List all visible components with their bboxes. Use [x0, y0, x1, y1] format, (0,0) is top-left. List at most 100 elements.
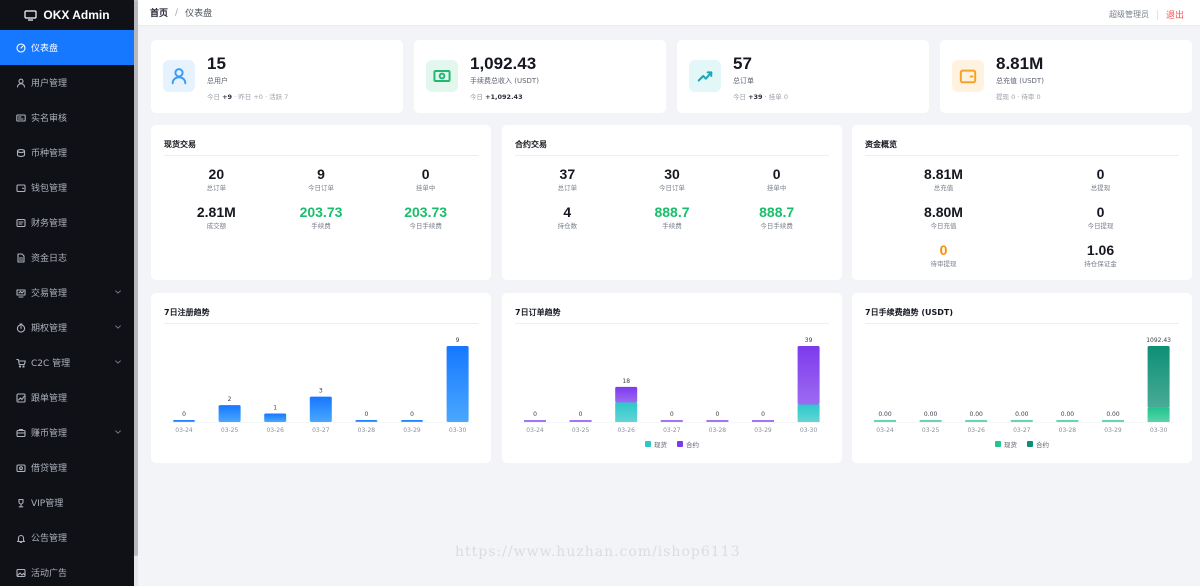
divider — [164, 155, 478, 156]
data-label: 0.00 — [924, 411, 938, 418]
sidebar-menu: 仪表盘用户管理实名审核币种管理钱包管理 财务管理 资金日志交易管理期权管理 C2C 管… — [0, 30, 134, 586]
sidebar-item-7[interactable]: 资金日志 — [0, 240, 134, 275]
sidebar-item-13[interactable]: 借贷管理 — [0, 450, 134, 485]
legend-label[interactable]: 现货 — [1004, 440, 1018, 449]
sidebar-item-9[interactable]: 期权管理 — [0, 310, 134, 345]
sidebar-item-11[interactable]: 跟单管理 — [0, 380, 134, 415]
bar-segment-合约[interactable] — [797, 346, 820, 405]
legend-swatch[interactable] — [677, 441, 683, 447]
sidebar-item-5[interactable]: 钱包管理 — [0, 170, 134, 205]
stat-label: 手续费总收入 (USDT) — [470, 77, 539, 85]
bar-empty[interactable] — [569, 420, 592, 422]
coins-icon — [16, 148, 26, 158]
metric-label: 总订单 — [206, 184, 227, 192]
funds-overview-panel: 资金概览 8.81M 总充值 0 总提现 8.80M 今日充值 0 今日提现 0 待审提现 1.06… — [852, 125, 1192, 280]
bar-segment-合约[interactable] — [615, 386, 638, 403]
stat-sub-text: 今日 — [207, 93, 223, 101]
bar-empty[interactable] — [524, 420, 546, 422]
stat-sub: 今日 +9 · 昨日 +0 · 活跃 7 — [207, 91, 288, 101]
x-tick-label: 03-30 — [1150, 427, 1168, 434]
sidebar-item-16[interactable]: 活动广告 — [0, 555, 134, 586]
legend-swatch[interactable] — [645, 441, 651, 447]
metric-value: 203.73 — [299, 204, 343, 220]
bar-empty[interactable] — [1102, 420, 1124, 422]
sidebar-item-label: 实名审核 — [31, 114, 68, 124]
breadcrumb-home[interactable]: 首页 — [150, 9, 169, 19]
legend-label[interactable]: 合约 — [1036, 440, 1049, 449]
bar[interactable] — [264, 413, 287, 422]
sidebar-item-3[interactable]: 实名审核 — [0, 100, 134, 135]
sidebar-item-1[interactable]: 仪表盘 — [0, 30, 134, 65]
sidebar-item-2[interactable]: 用户管理 — [0, 65, 134, 100]
trend-icon — [689, 60, 721, 92]
user-icon — [16, 78, 26, 88]
metric-value: 0 — [421, 166, 430, 182]
sidebar-item-10[interactable]: C2C 管理 — [0, 345, 134, 380]
bar-segment-合约[interactable] — [1147, 346, 1170, 408]
app-brand[interactable]: OKX Admin — [0, 0, 134, 30]
bar-empty[interactable] — [919, 420, 942, 422]
metric-2: 0 总提现 — [1022, 166, 1179, 194]
bar[interactable] — [355, 420, 378, 422]
bar[interactable] — [173, 420, 195, 422]
bar-empty[interactable] — [660, 420, 683, 422]
stat-card-1: 15 总用户 今日 +9 · 昨日 +0 · 活跃 7 — [151, 40, 403, 113]
chevron-down-icon[interactable] — [114, 288, 122, 296]
bar-empty[interactable] — [965, 420, 988, 422]
trade-icon — [16, 288, 26, 298]
dashboard-icon — [16, 42, 26, 53]
data-label: 39 — [805, 337, 813, 344]
x-tick-label: 03-28 — [358, 427, 376, 434]
metric-value: 0 — [772, 166, 781, 182]
sidebar-item-14[interactable]: VIP管理 — [0, 485, 134, 520]
legend-label[interactable]: 合约 — [686, 440, 699, 449]
legend-swatch[interactable] — [995, 441, 1001, 447]
earn-icon — [16, 428, 26, 438]
sidebar-item-12[interactable]: 赚币管理 — [0, 415, 134, 450]
stat-label: 总充值 (USDT) — [996, 77, 1044, 85]
bar-empty[interactable] — [706, 420, 729, 422]
user-name[interactable]: 超级管理员 — [1108, 10, 1149, 19]
sidebar-item-label: 交易管理 — [31, 289, 68, 299]
panel-title: 资金概览 — [865, 140, 897, 149]
metric-5: 888.7 手续费 — [620, 204, 725, 232]
chevron-down-icon[interactable] — [114, 358, 122, 366]
sidebar-item-label: 仪表盘 — [31, 44, 59, 54]
metric-3: 0 挂单中 — [373, 166, 478, 194]
metric-5: 0 待审提现 — [865, 242, 1022, 270]
sidebar-item-15[interactable]: 公告管理 — [0, 520, 134, 555]
data-label: 3 — [319, 388, 323, 395]
bar-segment-现货[interactable] — [1147, 407, 1170, 422]
bar[interactable] — [401, 420, 423, 422]
legend-label[interactable]: 现货 — [654, 440, 668, 449]
timer-icon — [16, 322, 26, 333]
bar-empty[interactable] — [1056, 420, 1079, 422]
sidebar-item-label: 币种管理 — [31, 149, 68, 159]
legend-swatch[interactable] — [1027, 441, 1033, 447]
bar[interactable] — [309, 396, 332, 422]
sidebar-scroll-thumb[interactable] — [134, 0, 138, 556]
sidebar-item-4[interactable]: 币种管理 — [0, 135, 134, 170]
metric-3: 0 挂单中 — [724, 166, 829, 194]
data-label: 0 — [533, 411, 537, 418]
bar[interactable] — [218, 405, 241, 422]
data-label: 0 — [761, 411, 765, 418]
sidebar-item-label: C2C 管理 — [31, 359, 71, 369]
bar-empty[interactable] — [752, 420, 774, 422]
sidebar-item-6[interactable]: 财务管理 — [0, 205, 134, 240]
stat-sub-text: 今日 — [470, 93, 486, 101]
sidebar-item-8[interactable]: 交易管理 — [0, 275, 134, 310]
bar-segment-现货[interactable] — [797, 404, 820, 422]
logout-button[interactable]: 退出 — [1165, 11, 1184, 21]
chevron-down-icon[interactable] — [114, 323, 122, 331]
divider — [515, 155, 829, 156]
bar[interactable] — [446, 346, 469, 422]
data-label: 18 — [622, 378, 630, 385]
stat-value: 8.81M — [996, 54, 1044, 73]
bar-segment-现货[interactable] — [615, 402, 638, 422]
chevron-down-icon[interactable] — [114, 428, 122, 436]
data-label: 0 — [715, 411, 719, 418]
bar-empty[interactable] — [1010, 420, 1033, 422]
sidebar-item-label: 赚币管理 — [31, 429, 68, 439]
bar-empty[interactable] — [874, 420, 896, 422]
